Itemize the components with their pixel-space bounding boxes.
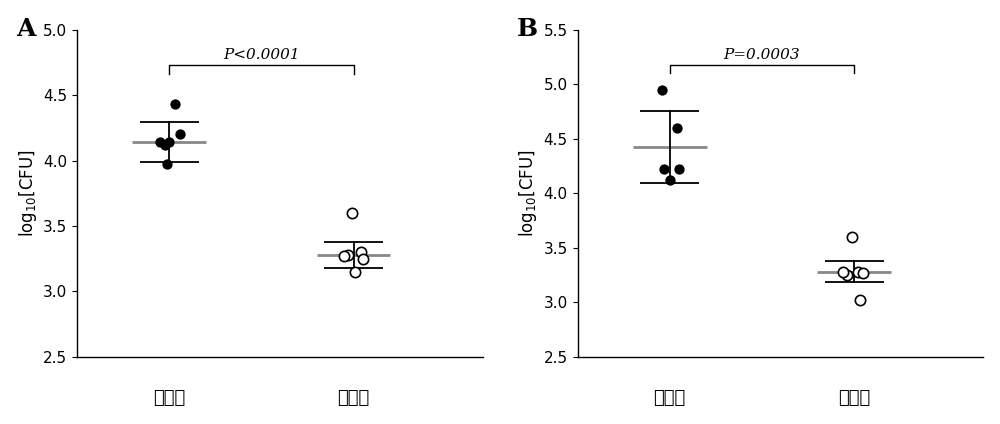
Text: 对照组: 对照组 xyxy=(654,389,686,407)
Text: 实验组: 实验组 xyxy=(838,389,870,407)
Point xyxy=(671,166,687,173)
Point xyxy=(344,209,360,216)
Point xyxy=(852,297,868,304)
Point xyxy=(835,268,851,275)
Point xyxy=(850,268,866,275)
Text: B: B xyxy=(517,17,538,41)
Point xyxy=(167,101,183,108)
Y-axis label: log$_{10}$[CFU]: log$_{10}$[CFU] xyxy=(517,149,539,237)
Point xyxy=(347,268,363,275)
Point xyxy=(654,86,670,93)
Point xyxy=(340,251,356,258)
Point xyxy=(336,253,352,259)
Text: 对照组: 对照组 xyxy=(153,389,185,407)
Text: P=0.0003: P=0.0003 xyxy=(724,48,800,62)
Point xyxy=(839,271,855,278)
Text: A: A xyxy=(16,17,35,41)
Point xyxy=(353,248,369,255)
Text: P<0.0001: P<0.0001 xyxy=(223,48,300,62)
Point xyxy=(172,131,188,138)
Point xyxy=(855,269,871,276)
Point xyxy=(669,124,685,131)
Point xyxy=(161,139,177,145)
Text: 实验组: 实验组 xyxy=(337,389,370,407)
Point xyxy=(157,142,173,148)
Point xyxy=(662,177,678,184)
Point xyxy=(355,255,371,262)
Y-axis label: log$_{10}$[CFU]: log$_{10}$[CFU] xyxy=(17,149,39,237)
Point xyxy=(159,161,175,168)
Point xyxy=(844,233,860,240)
Point xyxy=(152,139,168,145)
Point xyxy=(656,166,672,173)
